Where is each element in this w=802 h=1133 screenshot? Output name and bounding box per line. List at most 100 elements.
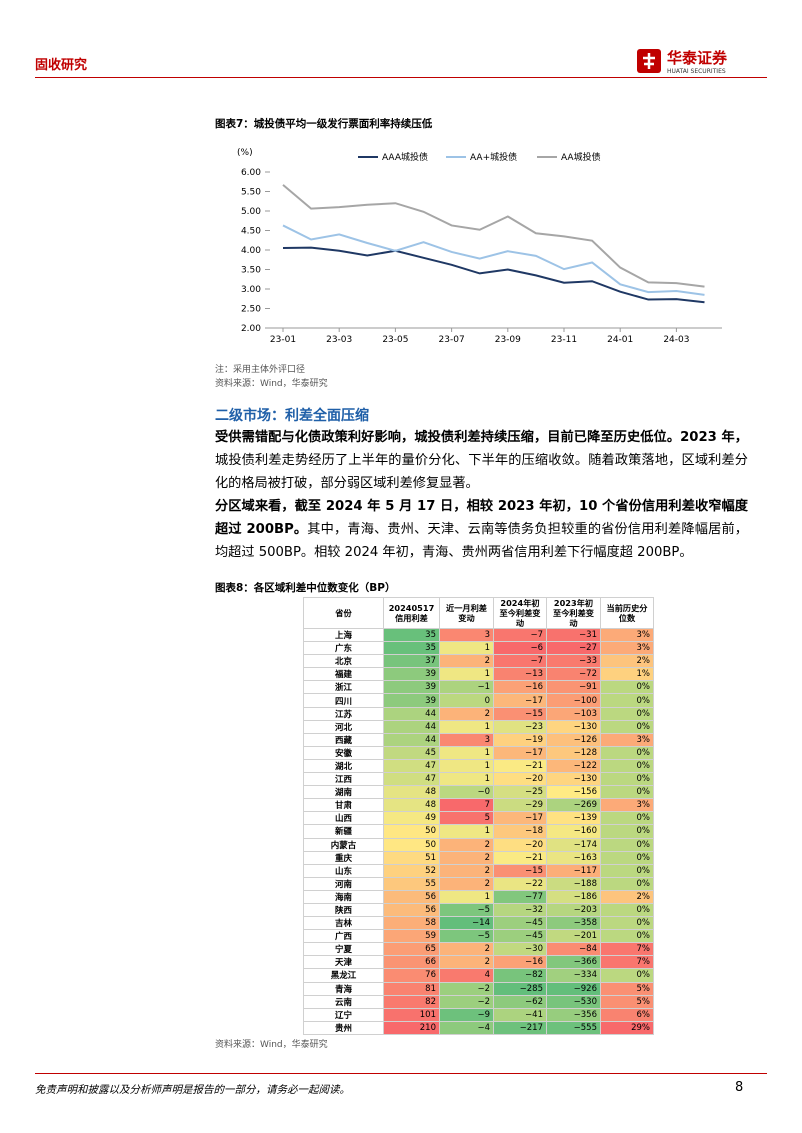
value-cell: −45 xyxy=(493,929,547,944)
value-cell: 0% xyxy=(600,824,654,839)
value-cell: 0% xyxy=(600,706,654,721)
section-heading: 二级市场：利差全面压缩 xyxy=(215,405,369,425)
value-cell: 7 xyxy=(439,798,494,813)
value-cell: 39 xyxy=(383,680,440,695)
value-cell: −186 xyxy=(546,889,601,904)
value-cell: −555 xyxy=(546,1020,601,1035)
value-cell: −130 xyxy=(546,772,601,787)
value-cell: −356 xyxy=(546,1007,601,1022)
value-cell: 0% xyxy=(600,693,654,708)
value-cell: −0 xyxy=(439,785,494,800)
bold-text: 分区域来看，截至 2024 年 5 月 17 日，相较 2023 年初，10 个… xyxy=(215,499,748,537)
y-tick-label: 5.50 xyxy=(241,188,261,198)
value-cell: 1 xyxy=(439,641,494,656)
value-cell: 0% xyxy=(600,916,654,931)
value-cell: −2 xyxy=(439,994,494,1009)
province-cell: 江苏 xyxy=(303,706,384,721)
value-cell: −91 xyxy=(546,680,601,695)
value-cell: −72 xyxy=(546,667,601,682)
x-tick-label: 23-01 xyxy=(270,335,296,345)
value-cell: −217 xyxy=(493,1020,547,1035)
province-cell: 安徽 xyxy=(303,745,384,760)
value-cell: −21 xyxy=(493,758,547,774)
table-row: 宁夏 65 2 −30 −84 7% xyxy=(303,942,654,957)
value-cell: 49 xyxy=(383,811,440,826)
value-cell: 2 xyxy=(439,837,494,852)
value-cell: −203 xyxy=(546,902,601,918)
table-row: 北京 37 2 −7 −33 2% xyxy=(303,654,654,669)
value-cell: −32 xyxy=(493,902,547,918)
value-cell: 50 xyxy=(383,824,440,839)
value-cell: 55 xyxy=(383,876,440,891)
province-cell: 山东 xyxy=(303,863,384,878)
value-cell: 0% xyxy=(600,850,654,865)
value-cell: 2 xyxy=(439,955,494,970)
table-row: 四川 39 0 −17 −100 0% xyxy=(303,693,654,708)
value-cell: −269 xyxy=(546,798,601,813)
value-cell: 59 xyxy=(383,929,440,944)
value-cell: 3% xyxy=(600,732,654,747)
value-cell: 0% xyxy=(600,876,654,891)
province-cell: 新疆 xyxy=(303,824,384,839)
value-cell: −30 xyxy=(493,942,547,957)
value-cell: 5 xyxy=(439,811,494,826)
table-row: 山西 49 5 −17 −139 0% xyxy=(303,811,654,826)
logo-glyph xyxy=(643,53,655,69)
province-cell: 北京 xyxy=(303,654,384,669)
value-cell: −20 xyxy=(493,772,547,787)
header-cell: 2024年初至今利差变动 xyxy=(493,597,547,629)
province-cell: 上海 xyxy=(303,627,384,643)
table-row: 上海 35 3 −7 −31 3% xyxy=(303,627,654,643)
table-row: 黑龙江 76 4 −82 −334 0% xyxy=(303,968,654,983)
value-cell: −15 xyxy=(493,706,547,721)
value-cell: −201 xyxy=(546,929,601,944)
value-cell: 0% xyxy=(600,837,654,852)
x-tick-label: 23-09 xyxy=(495,335,521,345)
value-cell: 6% xyxy=(600,1007,654,1022)
value-cell: 65 xyxy=(383,942,440,957)
header-cell: 近一月利差变动 xyxy=(439,597,494,629)
table-row: 吉林 58 −14 −45 −358 0% xyxy=(303,916,654,931)
value-cell: 2% xyxy=(600,654,654,669)
province-cell: 青海 xyxy=(303,981,384,996)
bold-text: 受供需错配与化债政策利好影响，城投债利差持续压缩，目前已降至历史低位。2023 … xyxy=(215,430,748,445)
value-cell: 0% xyxy=(600,719,654,734)
heading: 二级市场：利差全面压缩 xyxy=(215,408,369,424)
table-row: 西藏 44 3 −19 −126 3% xyxy=(303,732,654,747)
value-cell: −23 xyxy=(493,719,547,734)
value-cell: 5% xyxy=(600,994,654,1009)
legend-label: AA城投债 xyxy=(561,151,601,163)
value-cell: −45 xyxy=(493,916,547,931)
value-cell: 66 xyxy=(383,955,440,970)
value-cell: 1 xyxy=(439,772,494,787)
y-tick-label: 3.00 xyxy=(241,285,261,295)
value-cell: −926 xyxy=(546,981,601,996)
value-cell: −6 xyxy=(493,641,547,656)
table-row: 辽宁 101 −9 −41 −356 6% xyxy=(303,1007,654,1022)
y-tick-label: 2.50 xyxy=(241,305,261,315)
value-cell: 44 xyxy=(383,732,440,747)
logo-text: 华泰证券 xyxy=(667,49,728,67)
value-cell: 50 xyxy=(383,837,440,852)
value-cell: 82 xyxy=(383,994,440,1009)
x-tick-label: 24-03 xyxy=(663,335,689,345)
province-cell: 河南 xyxy=(303,876,384,891)
text: 城投债利差走势经历了上半年的量价分化、下半年的压缩收敛。随着政策落地，区域利差分… xyxy=(215,453,748,491)
table-caption: 图表8：各区域利差中位数变化（BP） xyxy=(215,582,396,594)
x-tick-label: 24-01 xyxy=(607,335,633,345)
value-cell: 4 xyxy=(439,968,494,983)
province-cell: 湖南 xyxy=(303,785,384,800)
value-cell: −20 xyxy=(493,837,547,852)
chart-note: 注：采用主体外评口径 xyxy=(215,365,306,375)
province-cell: 云南 xyxy=(303,994,384,1009)
series-line xyxy=(282,246,705,304)
value-cell: 2 xyxy=(439,863,494,878)
value-cell: 48 xyxy=(383,785,440,800)
table-row: 江苏 44 2 −15 −103 0% xyxy=(303,706,654,721)
province-cell: 浙江 xyxy=(303,680,384,695)
table-row: 新疆 50 1 −18 −160 0% xyxy=(303,824,654,839)
value-cell: 0% xyxy=(600,745,654,760)
province-cell: 山西 xyxy=(303,811,384,826)
table-row: 云南 82 −2 −62 −530 5% xyxy=(303,994,654,1009)
province-cell: 辽宁 xyxy=(303,1007,384,1022)
